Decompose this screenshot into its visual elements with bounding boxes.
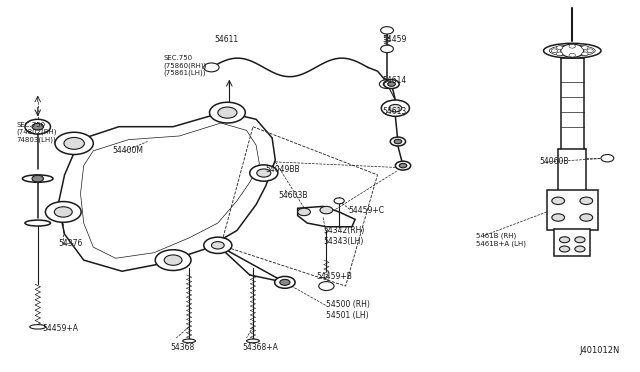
Circle shape bbox=[209, 102, 245, 123]
Circle shape bbox=[388, 82, 396, 86]
Circle shape bbox=[580, 214, 593, 221]
Text: 54613: 54613 bbox=[383, 108, 407, 116]
Text: 54400M: 54400M bbox=[113, 146, 143, 155]
Bar bbox=[547, 190, 598, 231]
Circle shape bbox=[551, 49, 557, 52]
Circle shape bbox=[587, 49, 593, 52]
Text: 54342(RH)
54343(LH): 54342(RH) 54343(LH) bbox=[323, 226, 365, 246]
Text: 54459+A: 54459+A bbox=[42, 324, 78, 333]
Circle shape bbox=[383, 82, 391, 86]
Circle shape bbox=[164, 255, 182, 265]
Text: 54614: 54614 bbox=[383, 76, 407, 85]
Ellipse shape bbox=[246, 339, 259, 343]
Circle shape bbox=[556, 52, 563, 56]
Circle shape bbox=[320, 206, 333, 214]
Circle shape bbox=[394, 139, 402, 144]
Circle shape bbox=[334, 198, 344, 204]
Circle shape bbox=[64, 137, 84, 149]
Circle shape bbox=[389, 105, 402, 112]
Circle shape bbox=[211, 241, 224, 249]
Text: 54060B: 54060B bbox=[539, 157, 568, 166]
Text: 54500 (RH)
54501 (LH): 54500 (RH) 54501 (LH) bbox=[326, 301, 371, 320]
Circle shape bbox=[54, 207, 72, 217]
Ellipse shape bbox=[543, 43, 601, 58]
Text: 54368+A: 54368+A bbox=[242, 343, 278, 352]
Circle shape bbox=[204, 63, 219, 72]
Circle shape bbox=[204, 237, 232, 253]
Ellipse shape bbox=[25, 220, 51, 226]
Circle shape bbox=[280, 279, 290, 285]
Circle shape bbox=[380, 80, 395, 89]
Text: 5461B (RH)
5461B+A (LH): 5461B (RH) 5461B+A (LH) bbox=[476, 233, 527, 247]
Circle shape bbox=[381, 27, 394, 34]
Circle shape bbox=[582, 46, 588, 49]
Circle shape bbox=[32, 175, 44, 182]
Circle shape bbox=[250, 165, 278, 181]
Circle shape bbox=[45, 202, 81, 222]
Bar bbox=[554, 229, 590, 256]
Circle shape bbox=[601, 154, 614, 162]
Circle shape bbox=[582, 52, 588, 56]
Text: 54049BB: 54049BB bbox=[266, 165, 300, 174]
Circle shape bbox=[25, 119, 51, 134]
Circle shape bbox=[32, 124, 44, 130]
Circle shape bbox=[580, 197, 593, 205]
Text: 54459+C: 54459+C bbox=[349, 206, 385, 215]
Circle shape bbox=[569, 53, 575, 57]
Circle shape bbox=[569, 44, 575, 48]
Circle shape bbox=[575, 237, 585, 243]
Circle shape bbox=[396, 161, 411, 170]
Text: 54376: 54376 bbox=[58, 239, 83, 248]
Text: SEC.750
(75860(RH))
(75861(LH)): SEC.750 (75860(RH)) (75861(LH)) bbox=[164, 55, 207, 76]
Polygon shape bbox=[58, 112, 275, 271]
Circle shape bbox=[257, 169, 271, 177]
Circle shape bbox=[298, 208, 310, 216]
Circle shape bbox=[552, 197, 564, 205]
Circle shape bbox=[218, 107, 237, 118]
Circle shape bbox=[384, 80, 399, 89]
Circle shape bbox=[156, 250, 191, 270]
Circle shape bbox=[552, 214, 564, 221]
Text: 54611: 54611 bbox=[214, 35, 239, 44]
Circle shape bbox=[381, 45, 394, 52]
Circle shape bbox=[275, 276, 295, 288]
Circle shape bbox=[575, 246, 585, 252]
Circle shape bbox=[399, 163, 407, 168]
Ellipse shape bbox=[29, 325, 45, 329]
Circle shape bbox=[319, 282, 334, 291]
Text: SEC.750
(74802(RH)
74803(LH)): SEC.750 (74802(RH) 74803(LH)) bbox=[17, 122, 57, 143]
Circle shape bbox=[55, 132, 93, 154]
Text: 54368: 54368 bbox=[170, 343, 194, 352]
Text: 54603B: 54603B bbox=[278, 191, 308, 200]
Circle shape bbox=[390, 137, 406, 146]
Text: 54459+B: 54459+B bbox=[317, 272, 353, 281]
Ellipse shape bbox=[22, 175, 53, 182]
Circle shape bbox=[556, 46, 563, 49]
Text: J401012N: J401012N bbox=[580, 346, 620, 355]
Circle shape bbox=[381, 100, 410, 116]
Ellipse shape bbox=[182, 339, 195, 343]
Polygon shape bbox=[298, 206, 355, 227]
Circle shape bbox=[561, 44, 584, 57]
Text: 54459: 54459 bbox=[383, 35, 407, 44]
Circle shape bbox=[559, 237, 570, 243]
Circle shape bbox=[559, 246, 570, 252]
